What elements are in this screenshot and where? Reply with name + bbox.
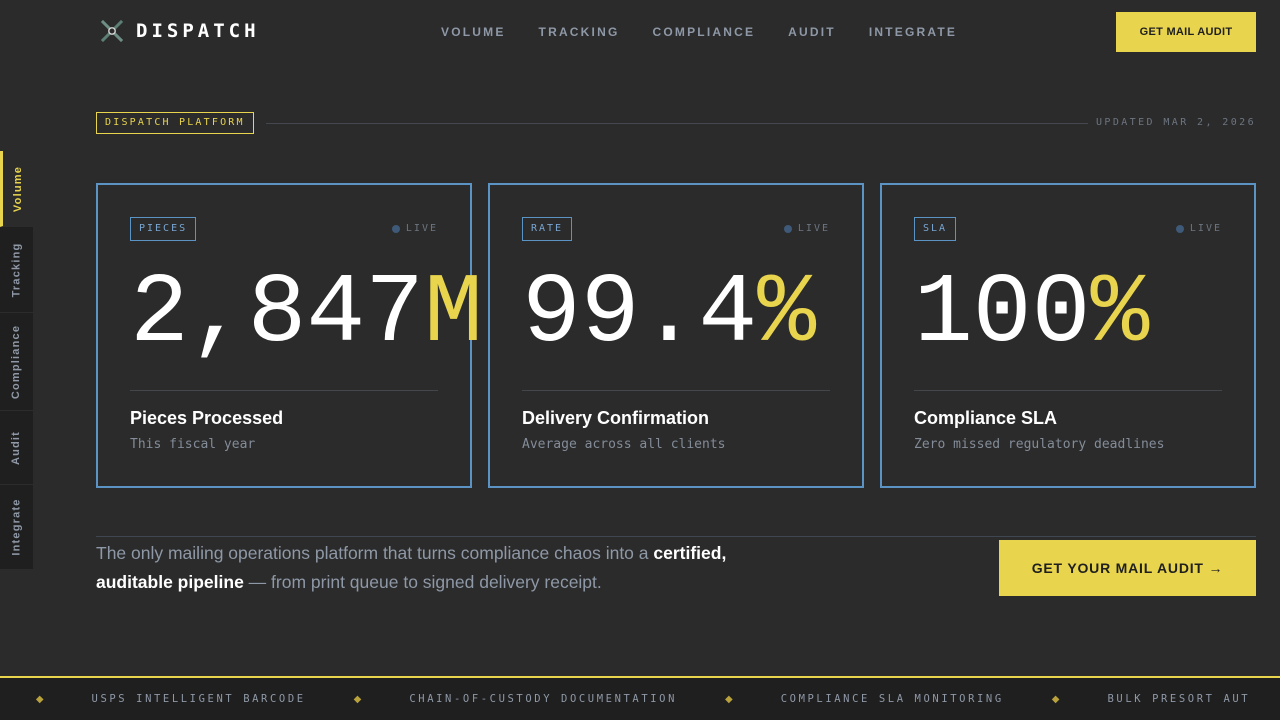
pitch-divider — [96, 536, 1256, 537]
stat-value: 99.4% — [522, 255, 816, 375]
nav-tracking[interactable]: TRACKING — [538, 25, 620, 39]
stat-number: 100 — [914, 259, 1091, 370]
stat-card-sla: SLA LIVE 100% Compliance SLA Zero missed… — [880, 183, 1256, 488]
stat-value: 2,847M — [130, 255, 483, 375]
brand-name: DISPATCH — [136, 20, 260, 42]
diamond-icon: ◆ — [1051, 693, 1060, 705]
card-divider — [130, 390, 438, 391]
ticker-track: NG ◆ USPS INTELLIGENT BARCODE ◆ CHAIN-OF… — [0, 678, 1250, 720]
stat-title: Compliance SLA — [914, 408, 1058, 428]
diamond-icon: ◆ — [725, 693, 733, 705]
stat-unit: M — [424, 259, 483, 370]
live-dot-icon — [783, 224, 792, 233]
card-divider — [914, 390, 1222, 391]
nav-audit[interactable]: AUDIT — [788, 25, 836, 39]
stat-unit: % — [757, 259, 817, 370]
main-nav: VOLUME TRACKING COMPLIANCE AUDIT INTEGRA… — [441, 25, 990, 39]
stat-tag: PIECES — [130, 217, 197, 241]
rail-item-label: Tracking — [10, 242, 23, 297]
brand-logo[interactable]: DISPATCH — [100, 19, 260, 43]
stat-title: Pieces Processed — [130, 408, 284, 428]
rail-item-integrate[interactable]: Integrate — [0, 485, 33, 569]
rail-item-tracking[interactable]: Tracking — [0, 227, 33, 313]
diamond-icon: ◆ — [35, 693, 44, 705]
ticker-item: BULK PRESORT AUT — [1107, 693, 1251, 705]
rail-item-label: Compliance — [10, 324, 23, 399]
live-dot-icon — [391, 224, 400, 233]
crossed-arrows-icon — [100, 19, 124, 43]
rail-item-audit[interactable]: Audit — [0, 411, 33, 485]
card-divider — [522, 390, 830, 391]
rail-item-label: Audit — [10, 430, 23, 465]
live-indicator: LIVE — [783, 223, 830, 234]
site-header: DISPATCH VOLUME TRACKING COMPLIANCE AUDI… — [0, 0, 1280, 64]
diamond-icon: ◆ — [353, 693, 362, 705]
stat-card-rate: RATE LIVE 99.4% Delivery Confirmation Av… — [488, 183, 864, 488]
stat-subtitle: Average across all clients — [522, 437, 726, 452]
live-indicator: LIVE — [1175, 223, 1222, 234]
ticker-item: CHAIN-OF-CUSTODY DOCUMENTATION — [409, 693, 678, 705]
nav-volume[interactable]: VOLUME — [441, 25, 506, 39]
nav-integrate[interactable]: INTEGRATE — [868, 25, 958, 39]
live-label: LIVE — [797, 223, 830, 234]
get-your-mail-audit-button[interactable]: GET YOUR MAIL AUDIT → — [999, 540, 1256, 596]
get-mail-audit-button[interactable]: GET MAIL AUDIT — [1116, 12, 1256, 52]
rail-item-label: Volume — [12, 165, 24, 212]
pitch-emphasis: certified, auditable pipeline — [96, 543, 727, 592]
rail-item-volume[interactable]: Volume — [0, 151, 33, 227]
ticker-item: USPS INTELLIGENT BARCODE — [91, 693, 306, 705]
stat-number: 2,847 — [130, 259, 425, 370]
stat-subtitle: This fiscal year — [130, 437, 256, 452]
stat-tag: SLA — [914, 217, 957, 241]
rail-item-compliance[interactable]: Compliance — [0, 313, 33, 411]
live-label: LIVE — [405, 223, 438, 234]
live-indicator: LIVE — [391, 223, 438, 234]
stat-card-pieces: PIECES LIVE 2,847M Pieces Processed This… — [96, 183, 483, 488]
eyebrow-divider — [266, 123, 1088, 124]
eyebrow-badge: DISPATCH PLATFORM — [96, 112, 254, 134]
pitch-lead: The only mailing operations platform tha… — [96, 543, 654, 563]
live-dot-icon — [1175, 224, 1184, 233]
updated-date: UPDATED MAR 2, 2026 — [1096, 117, 1256, 128]
stat-tag: RATE — [522, 217, 573, 241]
live-label: LIVE — [1189, 223, 1222, 234]
stat-title: Delivery Confirmation — [522, 408, 710, 428]
stat-value: 100% — [914, 255, 1149, 375]
side-rail: Volume Tracking Compliance Audit Integra… — [0, 151, 33, 569]
pitch-text: The only mailing operations platform tha… — [96, 539, 776, 597]
rail-item-label: Integrate — [10, 498, 23, 556]
pitch-tail: — from print queue to signed delivery re… — [243, 572, 602, 592]
nav-compliance[interactable]: COMPLIANCE — [652, 25, 756, 39]
feature-ticker: NG ◆ USPS INTELLIGENT BARCODE ◆ CHAIN-OF… — [0, 676, 1280, 720]
stat-unit: % — [1090, 259, 1150, 370]
stat-number: 99.4 — [522, 259, 758, 370]
ticker-item: COMPLIANCE SLA MONITORING — [780, 693, 1004, 705]
stat-subtitle: Zero missed regulatory deadlines — [914, 437, 1165, 452]
